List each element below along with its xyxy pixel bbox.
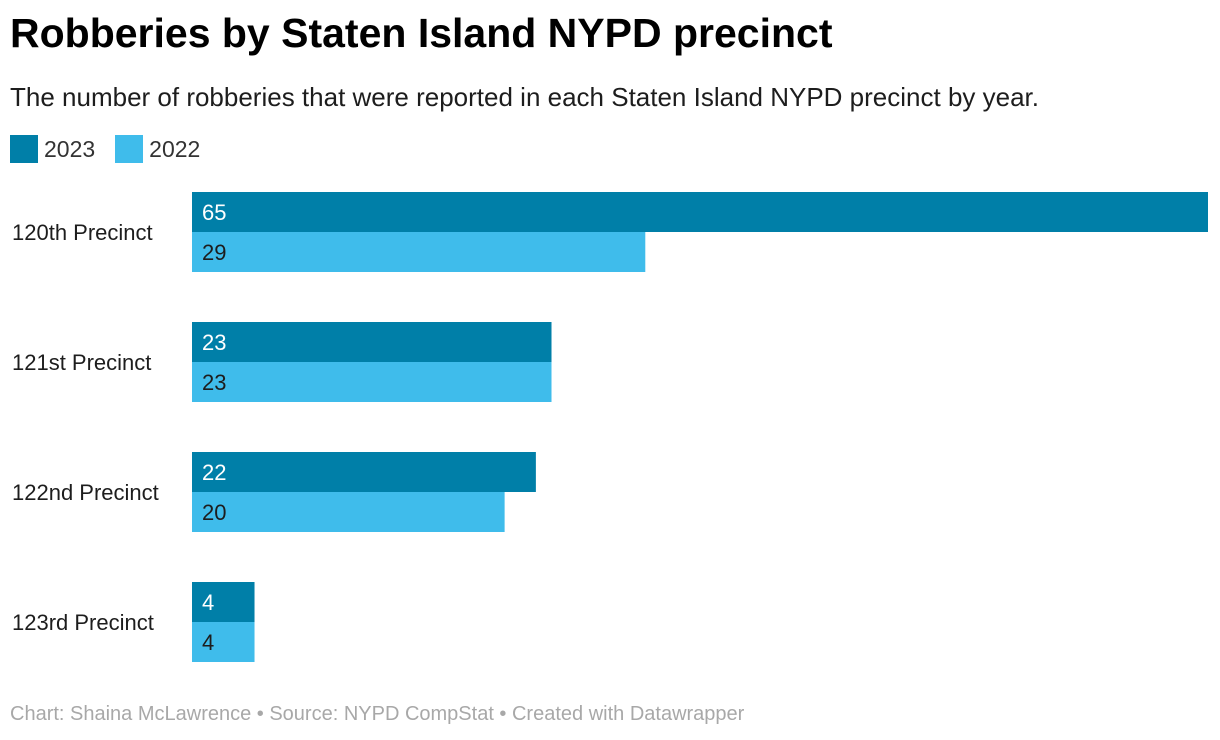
legend-label-2023: 2023 xyxy=(44,135,96,162)
bar-2022 xyxy=(192,492,505,532)
legend-item-2022: 2022 xyxy=(115,135,200,163)
bar-value-label: 22 xyxy=(202,460,226,485)
category-label: 122nd Precinct xyxy=(12,480,159,505)
bar-value-label: 65 xyxy=(202,200,226,225)
chart-subtitle: The number of robberies that were report… xyxy=(10,82,1039,112)
bar-2023 xyxy=(192,322,552,362)
bar-2022 xyxy=(192,362,552,402)
legend: 2023 2022 xyxy=(10,135,220,163)
bar-2022 xyxy=(192,232,646,272)
legend-swatch-2022 xyxy=(115,135,144,163)
category-label: 123rd Precinct xyxy=(12,610,154,635)
chart-title: Robberies by Staten Island NYPD precinct xyxy=(10,10,833,56)
bar-value-label: 23 xyxy=(202,330,226,355)
bar-value-label: 23 xyxy=(202,370,226,395)
chart-footer: Chart: Shaina McLawrence • Source: NYPD … xyxy=(10,703,745,725)
bar-2023 xyxy=(192,192,1208,232)
bar-2023 xyxy=(192,582,255,622)
category-label: 121st Precinct xyxy=(12,350,151,375)
legend-swatch-2023 xyxy=(10,135,38,163)
legend-label-2022: 2022 xyxy=(149,135,201,162)
category-label: 120th Precinct xyxy=(12,220,153,245)
bar-value-label: 4 xyxy=(202,590,214,615)
bar-2023 xyxy=(192,452,536,492)
bar-2022 xyxy=(192,622,255,662)
bar-value-label: 20 xyxy=(202,500,226,525)
bar-value-label: 4 xyxy=(202,630,214,655)
legend-item-2023: 2023 xyxy=(10,135,95,163)
bar-value-label: 29 xyxy=(202,240,226,265)
